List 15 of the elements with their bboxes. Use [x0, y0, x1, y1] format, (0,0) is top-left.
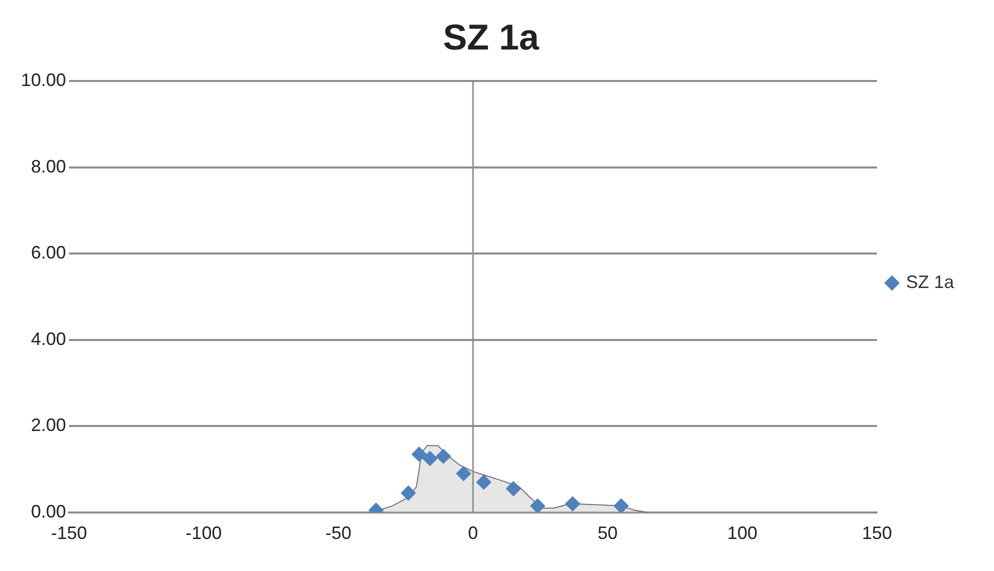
- x-tick-label: 100: [727, 523, 758, 544]
- y-tick-label: 6.00: [30, 242, 66, 263]
- x-tick-label: -100: [186, 523, 222, 544]
- y-tick-label: 0.00: [30, 501, 66, 522]
- chart-title: SZ 1a: [442, 16, 540, 58]
- legend-label: SZ 1a: [906, 272, 955, 292]
- y-tick-label: 4.00: [30, 328, 66, 349]
- x-tick-label: 0: [468, 523, 478, 544]
- y-tick-label: 10.00: [20, 70, 66, 90]
- x-tick-label: -50: [325, 523, 352, 544]
- y-tick-label: 2.00: [30, 415, 66, 436]
- x-tick-label: 150: [862, 523, 892, 544]
- x-tick-label: 50: [598, 523, 618, 544]
- x-tick-label: -150: [51, 523, 88, 544]
- y-tick-label: 8.00: [30, 156, 66, 176]
